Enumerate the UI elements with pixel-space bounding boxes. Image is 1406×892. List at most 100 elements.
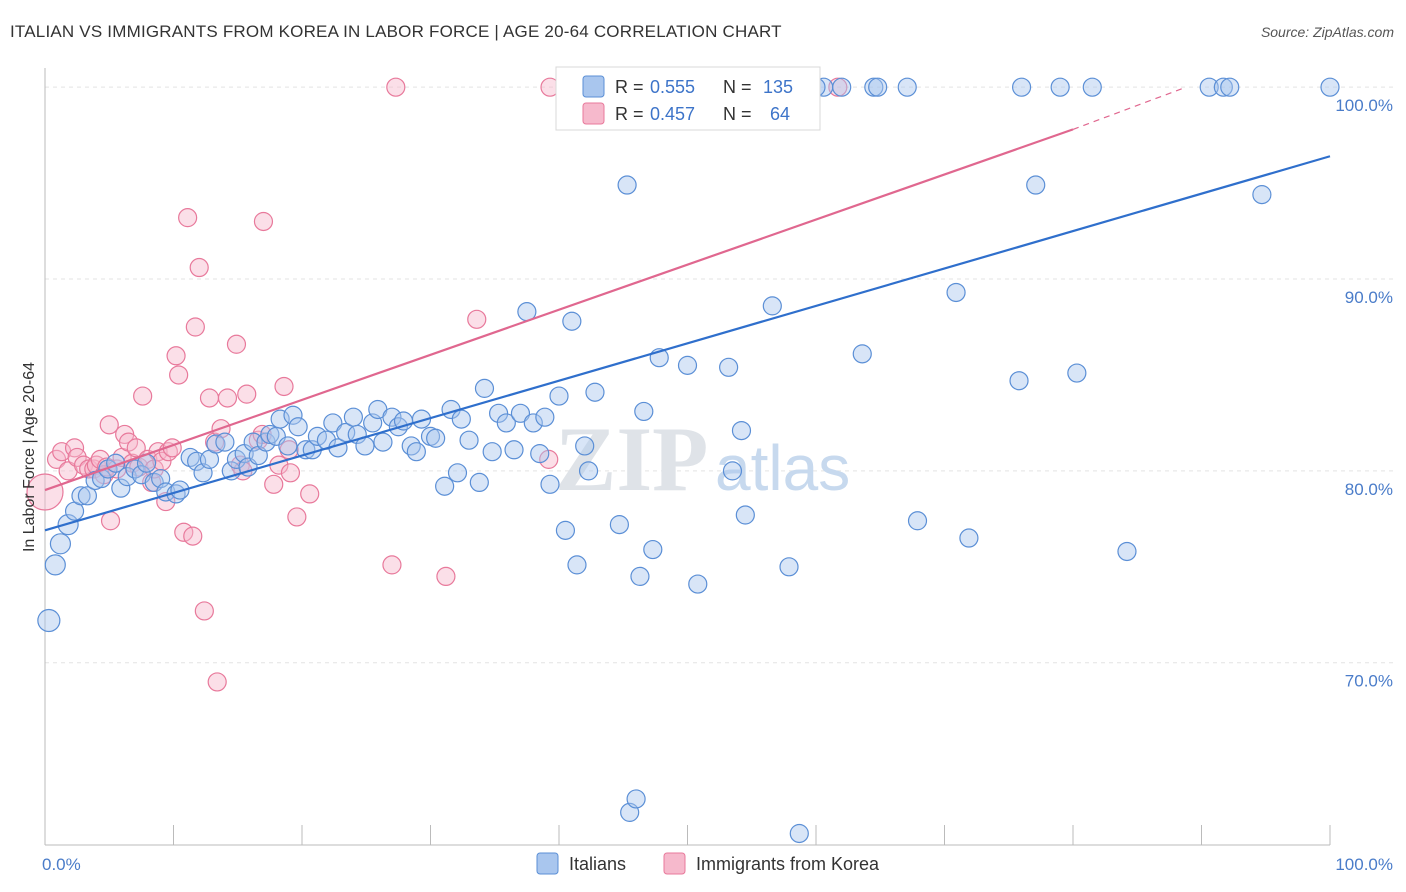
- legend-n-label-blue: N =: [723, 77, 752, 97]
- korea-point: [287, 507, 307, 527]
- italian-point: [630, 566, 650, 587]
- correlation-legend: R = 0.555 N = 135 R = 0.457 N = 64: [555, 66, 821, 131]
- italian-point: [634, 401, 654, 422]
- legend-r-label-blue: R =: [615, 77, 644, 97]
- legend-swatch-pink: [582, 102, 605, 125]
- italian-point: [959, 528, 979, 548]
- gridlines: [45, 86, 1395, 664]
- series-legend: Italians Immigrants from Korea: [536, 852, 880, 875]
- italian-point: [719, 357, 739, 377]
- italian-point: [459, 430, 479, 450]
- italian-point: [482, 442, 502, 462]
- italian-point: [1320, 77, 1340, 97]
- korea-point: [194, 601, 214, 621]
- italian-point: [762, 296, 782, 316]
- korea-point: [152, 451, 172, 471]
- italian-point: [226, 449, 247, 469]
- series-label-korea: Immigrants from Korea: [696, 854, 880, 874]
- korea-point: [226, 334, 247, 354]
- y-tick-label-90: 90.0%: [1345, 288, 1393, 307]
- italian-point: [283, 405, 303, 425]
- italian-point: [897, 77, 917, 97]
- italian-point: [1082, 77, 1102, 97]
- italian-point: [1213, 77, 1233, 97]
- italian-point: [1252, 185, 1272, 205]
- korea-point: [382, 555, 402, 575]
- series-swatch-italians: [536, 852, 559, 875]
- korea-point: [280, 463, 301, 483]
- x-tick-marks: [44, 825, 1331, 845]
- italian-point: [907, 511, 928, 531]
- legend-swatch-blue: [582, 75, 605, 98]
- italian-point: [779, 557, 799, 577]
- korea-point: [207, 672, 227, 692]
- y-axis-label: In Labor Force | Age 20-64: [21, 362, 38, 552]
- italian-point: [77, 486, 98, 506]
- korea-point: [253, 211, 274, 232]
- italian-point: [731, 421, 752, 441]
- y-tick-labels: 70.0% 80.0% 90.0% 100.0%: [1335, 96, 1393, 691]
- korea-point: [26, 473, 64, 511]
- italian-point: [523, 413, 543, 433]
- italian-point: [215, 432, 235, 452]
- italian-point: [510, 403, 531, 423]
- italian-point: [540, 474, 560, 494]
- italian-point: [1009, 371, 1029, 391]
- korea-point: [264, 474, 284, 494]
- italian-point: [562, 311, 582, 331]
- italian-point: [37, 608, 61, 633]
- korea-point: [126, 438, 146, 458]
- korea-point: [274, 376, 294, 397]
- italian-points: [37, 77, 1340, 844]
- italian-point: [1026, 175, 1046, 195]
- italian-point: [735, 505, 755, 525]
- korea-point: [133, 386, 153, 406]
- italian-point: [1011, 77, 1032, 97]
- korea-point: [118, 432, 139, 452]
- korea-points: [26, 77, 848, 692]
- italian-point: [489, 403, 509, 423]
- korea-point: [199, 388, 220, 408]
- italian-point: [343, 407, 363, 427]
- korea-point: [178, 208, 198, 228]
- italian-point: [555, 520, 576, 540]
- italian-point: [504, 440, 524, 460]
- italian-point: [578, 461, 599, 481]
- korea-trend-extension: [1072, 86, 1187, 130]
- italian-point: [278, 436, 298, 456]
- italian-point: [617, 175, 637, 195]
- italian-point: [722, 461, 743, 481]
- korea-point: [99, 415, 119, 435]
- italian-point: [1199, 77, 1219, 97]
- italian-point: [626, 789, 646, 809]
- x-tick-label-max: 100.0%: [1335, 855, 1393, 874]
- italian-point: [49, 533, 72, 555]
- italian-point: [474, 378, 495, 398]
- korea-point: [386, 77, 406, 97]
- italian-point: [832, 77, 852, 97]
- series-label-italians: Italians: [569, 854, 626, 874]
- korea-point: [166, 346, 186, 366]
- italian-point: [1220, 77, 1240, 97]
- italian-point: [535, 407, 555, 427]
- italian-point: [567, 555, 587, 575]
- italian-point: [789, 823, 809, 844]
- y-tick-label-80: 80.0%: [1345, 480, 1393, 499]
- series-swatch-korea: [663, 852, 686, 875]
- italian-point: [406, 442, 426, 462]
- italian-point: [688, 574, 708, 594]
- italian-point: [288, 417, 308, 437]
- italian-point: [575, 436, 595, 456]
- korea-point: [90, 449, 110, 469]
- korea-point: [67, 447, 87, 468]
- italian-point: [373, 432, 393, 452]
- legend-r-label-pink: R =: [615, 104, 644, 124]
- legend-n-value-blue: 135: [763, 77, 793, 97]
- watermark: ZIP atlas: [555, 408, 850, 510]
- y-tick-label-100: 100.0%: [1335, 96, 1393, 115]
- italian-point: [451, 409, 471, 429]
- korea-point: [300, 484, 320, 504]
- italian-point: [852, 344, 872, 364]
- italian-point: [270, 409, 290, 429]
- italian-point: [296, 440, 316, 460]
